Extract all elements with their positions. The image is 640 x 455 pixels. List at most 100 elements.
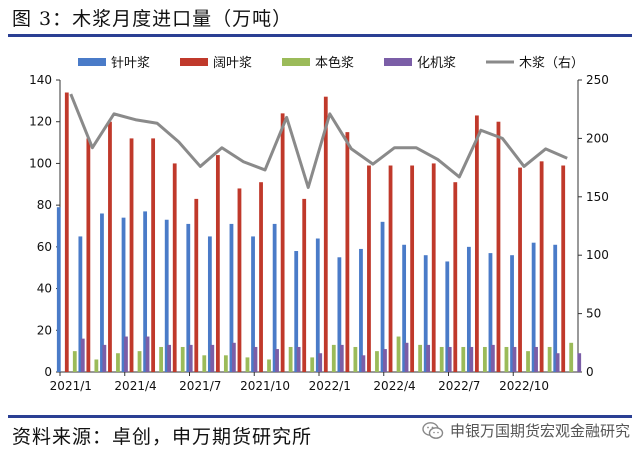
y-right-tick-label: 100 xyxy=(586,248,609,262)
legend-swatch-fluff xyxy=(384,58,412,66)
y-right-tick-label: 50 xyxy=(586,307,601,321)
bar-fluff xyxy=(231,342,236,372)
legend-label-softwood: 针叶浆 xyxy=(111,56,150,71)
bar-fluff xyxy=(469,346,474,372)
bar-fluff xyxy=(577,353,582,372)
bar-fluff xyxy=(210,344,215,372)
bar-unbleached xyxy=(159,346,164,372)
bar-softwood xyxy=(402,244,407,372)
line-total xyxy=(69,93,568,189)
bar-unbleached xyxy=(353,346,358,372)
bar-fluff xyxy=(490,344,495,372)
bar-hardwood xyxy=(237,188,242,372)
bar-hardwood xyxy=(259,182,263,372)
y-left-tick-label: 0 xyxy=(44,365,52,379)
bar-hardwood xyxy=(302,198,307,372)
bar-softwood xyxy=(164,219,169,372)
bar-unbleached xyxy=(310,357,315,372)
bar-unbleached xyxy=(202,355,207,372)
bar-softwood xyxy=(100,213,104,372)
y-left-tick-label: 40 xyxy=(37,282,52,296)
bar-softwood xyxy=(553,244,558,372)
bar-unbleached xyxy=(223,355,228,372)
bar-unbleached xyxy=(569,342,574,372)
bar-hardwood xyxy=(215,155,220,372)
bar-hardwood xyxy=(172,163,177,372)
y-right-tick-label: 200 xyxy=(586,131,609,145)
bar-unbleached xyxy=(94,359,99,372)
x-tick-label: 2022/1 xyxy=(309,379,351,393)
bar-hardwood xyxy=(539,161,544,372)
bar-fluff xyxy=(145,336,150,372)
bar-fluff xyxy=(534,346,538,372)
bar-softwood xyxy=(294,251,299,372)
bar-unbleached xyxy=(288,346,293,372)
y-right-tick-label: 0 xyxy=(586,365,594,379)
bar-softwood xyxy=(272,223,277,372)
bar-softwood xyxy=(186,223,191,372)
watermark: 申银万国期货宏观金融研究 xyxy=(422,420,630,441)
bar-hardwood xyxy=(431,163,436,372)
bar-hardwood xyxy=(345,132,350,372)
legend-label-hardwood: 阔叶浆 xyxy=(213,56,252,71)
bar-unbleached xyxy=(180,346,185,372)
bar-hardwood xyxy=(453,182,458,372)
bar-softwood xyxy=(143,211,148,372)
y-right-tick-label: 250 xyxy=(586,73,609,87)
source-note: 资料来源：卓创，申万期货研究所 xyxy=(12,426,313,448)
bar-hardwood xyxy=(367,165,371,372)
x-tick-label: 2022/4 xyxy=(373,379,415,393)
bar-fluff xyxy=(124,336,128,372)
x-tick-label: 2021/7 xyxy=(179,379,221,393)
bar-hardwood xyxy=(323,96,328,372)
bar-softwood xyxy=(229,223,234,372)
bar-hardwood xyxy=(86,138,91,372)
bar-unbleached xyxy=(267,359,271,372)
bar-fluff xyxy=(447,346,452,372)
bar-hardwood xyxy=(388,165,393,372)
bar-fluff xyxy=(339,344,344,372)
bar-unbleached xyxy=(504,346,509,372)
bottom-rule xyxy=(8,415,632,418)
watermark-text: 申银万国期货宏观金融研究 xyxy=(449,422,630,440)
x-tick-label: 2022/10 xyxy=(499,379,549,393)
bar-unbleached xyxy=(439,346,444,372)
bar-fluff xyxy=(167,344,172,372)
x-tick-label: 2022/7 xyxy=(438,379,480,393)
y-left-tick-label: 20 xyxy=(37,323,52,337)
bar-hardwood xyxy=(151,138,156,372)
y-right-tick-label: 150 xyxy=(586,190,609,204)
bar-unbleached xyxy=(331,344,336,372)
bar-softwood xyxy=(466,246,471,372)
bar-hardwood xyxy=(108,121,112,373)
bar-unbleached xyxy=(418,344,423,372)
y-left-tick-label: 100 xyxy=(29,156,52,170)
bar-softwood xyxy=(78,236,83,372)
bar-hardwood xyxy=(64,92,69,372)
bar-softwood xyxy=(337,257,342,372)
bar-fluff xyxy=(383,349,387,372)
bar-hardwood xyxy=(561,165,566,372)
x-tick-label: 2021/4 xyxy=(114,379,156,393)
bar-fluff xyxy=(555,353,560,372)
bar-softwood xyxy=(359,248,363,372)
bar-fluff xyxy=(102,344,107,372)
bar-unbleached xyxy=(461,346,466,372)
bar-hardwood xyxy=(280,113,285,373)
bar-hardwood xyxy=(518,167,522,372)
y-left-tick-label: 80 xyxy=(37,198,52,212)
legend-label-unbleached: 本色浆 xyxy=(315,55,354,71)
bar-unbleached xyxy=(137,351,142,372)
chart: 0 20 40 60 80 100 120 140 0 50 100 150 200 250 2021/1 2… xyxy=(29,55,609,393)
bar-unbleached xyxy=(375,351,379,372)
figure-title: 图 3：木浆月度进口量（万吨） xyxy=(12,8,293,30)
bar-hardwood xyxy=(410,165,415,372)
legend-swatch-unbleached xyxy=(282,58,310,66)
legend-label-fluff: 化机浆 xyxy=(417,56,456,71)
bar-fluff xyxy=(361,355,366,372)
bar-fluff xyxy=(80,338,85,372)
bar-unbleached xyxy=(72,351,77,372)
bar-softwood xyxy=(121,217,126,372)
bar-softwood xyxy=(207,236,212,372)
